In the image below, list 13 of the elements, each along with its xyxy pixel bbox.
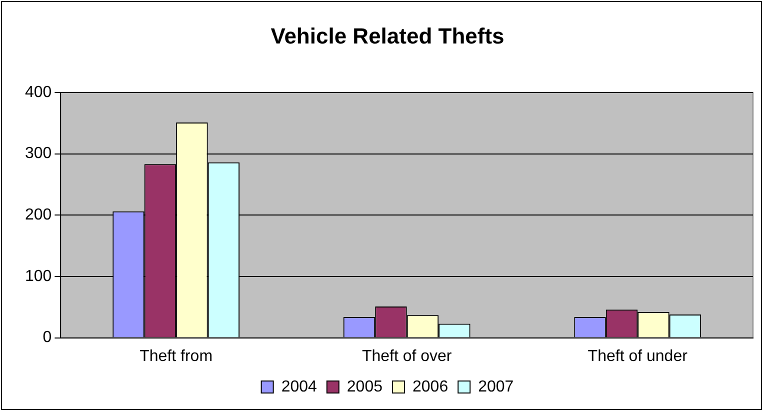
legend-label: 2007	[478, 378, 514, 396]
x-tick-label: Theft of under	[588, 348, 688, 365]
y-tick-label: 0	[42, 329, 52, 346]
legend-label: 2006	[412, 378, 448, 396]
x-tick-label: Theft from	[140, 348, 213, 365]
y-tick-label: 400	[24, 84, 52, 101]
legend-label: 2004	[281, 378, 318, 396]
chart-title: Vehicle Related Thefts	[270, 23, 504, 48]
x-tick-label: Theft of over	[362, 348, 452, 365]
legend-label: 2005	[346, 378, 383, 396]
y-tick-label: 300	[24, 145, 52, 162]
y-tick-label: 200	[24, 206, 52, 224]
y-tick-label: 100	[24, 268, 52, 285]
